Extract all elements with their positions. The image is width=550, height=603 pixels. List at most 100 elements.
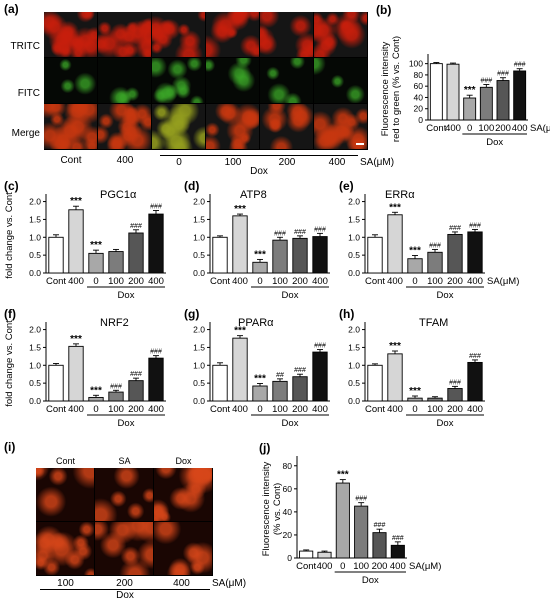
- sa-unit-label-a: SA(μM): [360, 157, 395, 168]
- micrograph-cell: [44, 12, 97, 57]
- bar-h-3: [427, 397, 443, 402]
- micrograph-cell: [206, 58, 259, 103]
- micrograph-cell: [314, 12, 367, 57]
- x-tick-label: 200: [292, 404, 308, 415]
- dox-label-a: Dox: [250, 166, 268, 177]
- significance-label: ###: [314, 226, 326, 233]
- x-tick-label: 200: [128, 276, 144, 287]
- sa-unit-label-j: SA(μM): [409, 561, 441, 572]
- bar-g-0: [212, 364, 228, 402]
- significance-label: ***: [389, 341, 401, 352]
- significance-label: ###: [130, 223, 142, 230]
- x-tick-label: 400: [312, 404, 328, 415]
- bar-e-4: [447, 233, 463, 274]
- panel-letter-g: (g): [184, 307, 199, 321]
- y-tick-label: 20: [414, 104, 424, 114]
- y-tick-label: 100: [409, 59, 423, 69]
- y-tick-label: 0.0: [193, 268, 205, 278]
- y-tick-label: 1.0: [29, 232, 41, 242]
- bar-j-3: [354, 505, 369, 559]
- significance-label: ###: [374, 522, 386, 529]
- y-tick-label: 1.5: [193, 214, 205, 224]
- significance-label: ###: [150, 349, 162, 356]
- i-label-100: 100: [57, 578, 74, 589]
- chart-e: (e) ERRα 0.0 0.5 1.0 1.5 2.0 Cont *** 400 *** 0 ### 1…: [339, 179, 519, 301]
- y-tick-label: 40: [283, 507, 293, 517]
- significance-label: ***: [234, 204, 246, 215]
- row-label-tritc: TRITC: [10, 41, 40, 52]
- y-tick-label: 2.0: [348, 325, 360, 335]
- x-tick-label: 0: [93, 276, 98, 287]
- bar-h-0: [367, 364, 383, 402]
- significance-label: ***: [389, 202, 401, 213]
- x-tick-label: 200: [292, 276, 308, 287]
- micrograph-cell: [154, 522, 212, 575]
- x-tick-label: 100: [108, 404, 124, 415]
- micrograph-cell: [36, 468, 94, 521]
- x-tick-label: 100: [108, 276, 124, 287]
- significance-label: ###: [274, 230, 286, 237]
- y-tick-label: 1.5: [348, 214, 360, 224]
- x-tick-label: 100: [272, 276, 288, 287]
- x-tick-label: 0: [412, 404, 417, 415]
- x-tick-label: Cont: [210, 276, 230, 287]
- y-axis-label-line: (% vs. Cont): [272, 483, 283, 535]
- y-axis-label-f: fold change vs. Cont: [4, 320, 15, 407]
- x-tick-label: 100: [478, 123, 494, 134]
- micrograph-cell: [154, 468, 212, 521]
- bar-d-5: [312, 236, 328, 274]
- significance-label: ***: [254, 374, 266, 385]
- x-tick-label: 0: [467, 123, 472, 134]
- y-tick-label: 2.0: [193, 197, 205, 207]
- y-tick-label: 60: [283, 484, 293, 494]
- i-label-200: 200: [116, 578, 133, 589]
- bar-b-2: [463, 97, 477, 121]
- x-tick-label: 200: [128, 404, 144, 415]
- panel-a-letter: (a): [4, 2, 19, 16]
- y-tick-label: 0.0: [348, 268, 360, 278]
- y-tick-label: 2.0: [193, 325, 205, 335]
- dox-group-label-b: Dox: [486, 137, 503, 148]
- chart-title-c: PGC1α: [100, 189, 137, 201]
- x-tick-label: 200: [447, 276, 463, 287]
- y-tick-label: 1.0: [29, 360, 41, 370]
- dox-group-line-a: [160, 155, 358, 156]
- micrograph-grid-i: Cont SA Dox: [36, 456, 213, 576]
- bar-f-5: [148, 357, 164, 402]
- y-tick-label: 60: [414, 81, 424, 91]
- bar-h-5: [467, 361, 483, 402]
- chart-title-d: ATP8: [240, 189, 267, 201]
- micrograph-cell: [44, 58, 97, 103]
- y-axis-label-line: red to green (% vs. Cont): [391, 36, 402, 142]
- micrograph-cell: [260, 104, 313, 149]
- bar-g-2: [252, 385, 268, 402]
- bar-d-3: [272, 239, 288, 274]
- bar-c-5: [148, 213, 164, 274]
- bar-g-4: [292, 376, 308, 402]
- bar-b-0: [429, 63, 443, 121]
- dox-group-label-f: Dox: [118, 418, 135, 429]
- dox-group-label-e: Dox: [437, 290, 454, 301]
- chart-c: (c) PGC1α fold change vs. Cont 0.0 0.5 1.0 1.5…: [4, 179, 166, 301]
- y-tick-label: 80: [283, 461, 293, 471]
- dox-group-label-h: Dox: [437, 418, 454, 429]
- col-label-400: 400: [116, 155, 134, 166]
- x-tick-label: 0: [340, 561, 345, 572]
- x-tick-label: 400: [467, 404, 483, 415]
- panel-letter-e: (e): [339, 179, 354, 193]
- col-label-cont: Cont: [60, 155, 82, 166]
- x-tick-label: Cont: [296, 561, 316, 572]
- y-tick-label: 2.0: [348, 197, 360, 207]
- i-label-400: 400: [173, 578, 190, 589]
- micrograph-cell: [314, 104, 367, 149]
- x-tick-label: 400: [390, 561, 406, 572]
- y-tick-label: 0.0: [348, 396, 360, 406]
- dox-label-i: Dox: [116, 590, 134, 601]
- y-tick-label: 1.0: [193, 360, 205, 370]
- panel-i-letter: (i): [4, 440, 16, 454]
- micrograph-cell: [95, 522, 153, 575]
- significance-label: ###: [514, 62, 526, 69]
- x-tick-label: 400: [232, 404, 248, 415]
- significance-label: ###: [110, 383, 122, 390]
- bar-d-1: [232, 215, 248, 274]
